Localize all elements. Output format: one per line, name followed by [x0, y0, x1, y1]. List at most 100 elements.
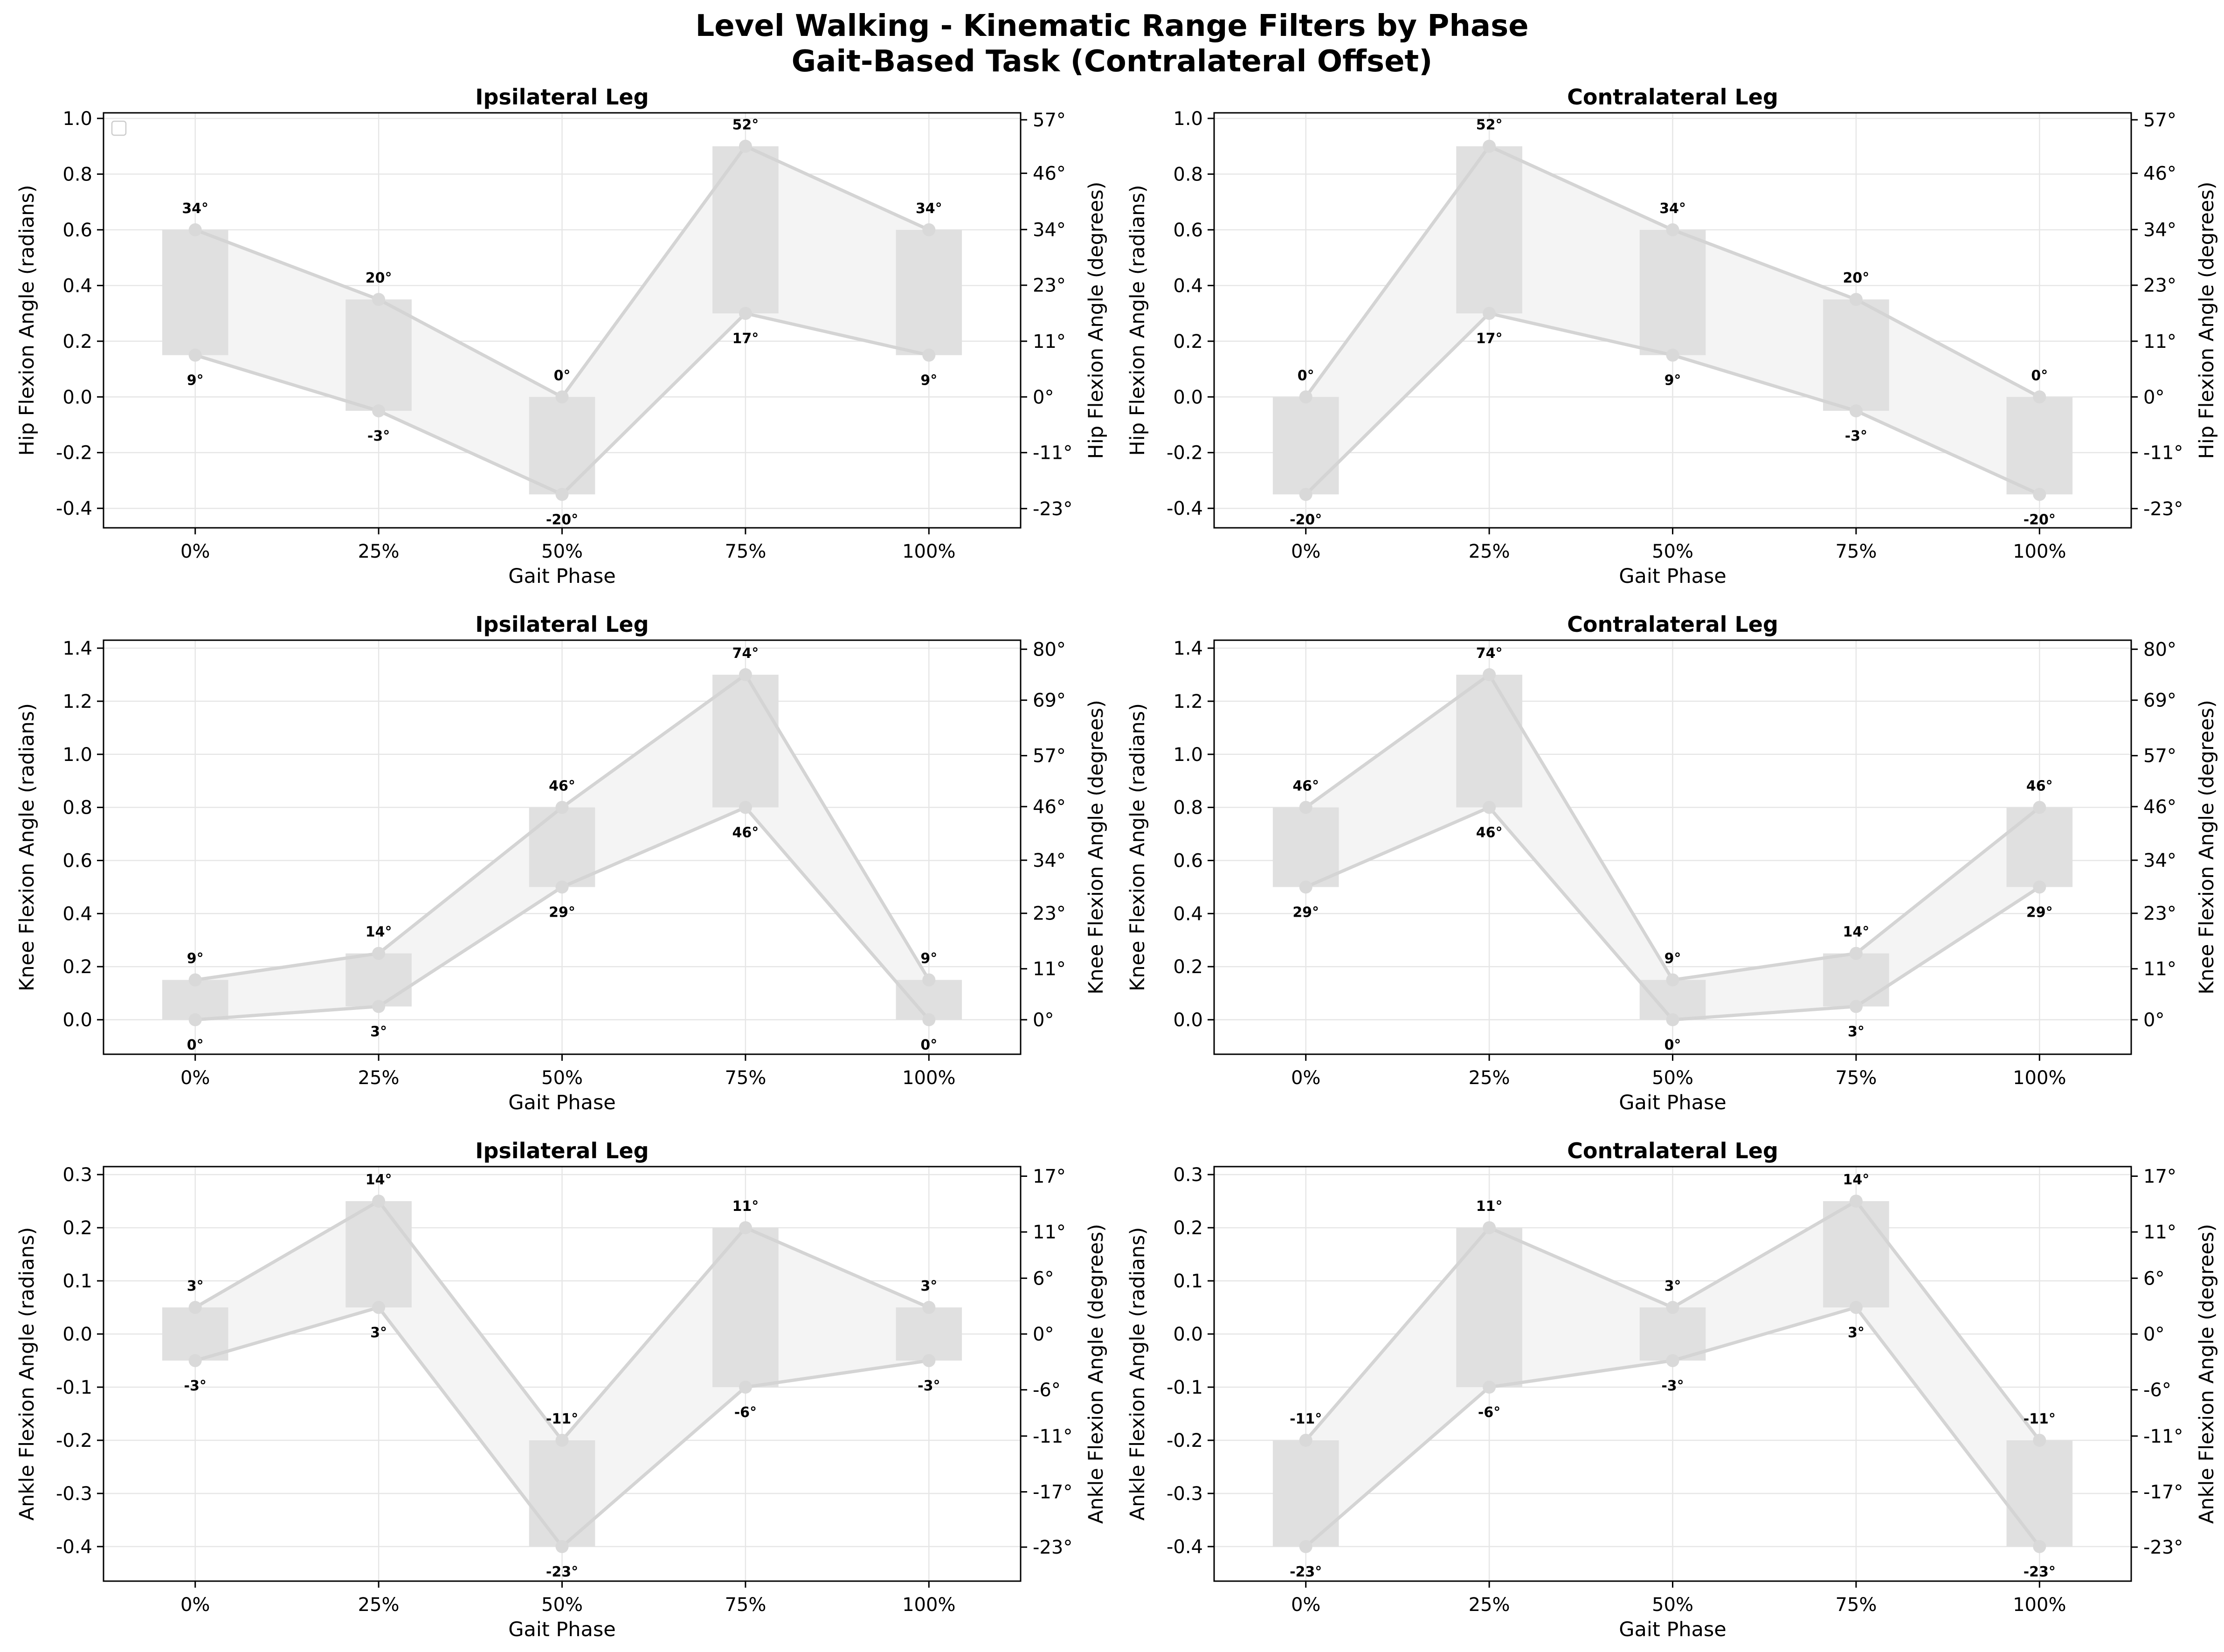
chart-panel: 34° 9° 20° -3° 0° -20° 52° 17° 34° 9° -0.4 -0.2 0.0 0…	[15, 84, 1108, 588]
range-bar	[345, 953, 412, 1007]
x-tick-label: 100%	[2013, 1067, 2066, 1089]
right-y-tick-label: 0°	[2143, 387, 2164, 408]
min-data-label: 0°	[187, 1037, 204, 1053]
y-tick-label: 0.2	[62, 956, 92, 978]
min-marker	[922, 348, 936, 362]
range-bar	[1823, 1201, 1889, 1308]
range-bar	[345, 1201, 412, 1308]
right-y-tick-label: 46°	[2143, 796, 2176, 818]
y-tick-label: 0.2	[1173, 1217, 1203, 1239]
y-tick-label: 0.1	[1173, 1271, 1203, 1292]
y-tick-label: 0.2	[1173, 956, 1203, 978]
max-data-label: 3°	[187, 1278, 204, 1294]
x-tick-label: 0%	[1291, 1067, 1320, 1089]
right-y-tick-label: 57°	[1033, 110, 1066, 131]
min-data-label: -20°	[546, 511, 578, 528]
x-tick-label: 100%	[902, 1594, 955, 1616]
max-data-label: 0°	[2031, 367, 2048, 384]
min-data-label: -3°	[1661, 1378, 1684, 1394]
right-y-tick-label: 80°	[2143, 639, 2176, 660]
range-bar	[1272, 807, 1339, 887]
range-bar	[162, 229, 228, 355]
min-data-label: 9°	[920, 373, 937, 389]
x-tick-label: 50%	[1652, 541, 1693, 562]
min-data-label: 46°	[1476, 825, 1503, 841]
right-y-axis-label: Hip Flexion Angle (degrees)	[1084, 182, 1108, 459]
right-y-tick-label: 34°	[2143, 850, 2176, 871]
min-marker	[2033, 1540, 2046, 1553]
chart-panel: -11° -23° 11° -6° 3° -3° 14° 3° -11° -23° -0.4 -0.3…	[1126, 1138, 2218, 1641]
right-y-tick-label: -23°	[2143, 1537, 2183, 1558]
right-y-tick-label: 46°	[2143, 163, 2176, 185]
range-bar	[896, 229, 962, 355]
range-bar	[529, 1440, 595, 1547]
x-tick-label: 100%	[2013, 541, 2066, 562]
max-data-label: 9°	[920, 951, 937, 967]
y-tick-label: 1.0	[1173, 108, 1203, 130]
min-marker	[1849, 1301, 1863, 1314]
x-tick-label: 75%	[725, 541, 766, 562]
y-tick-label: -0.2	[56, 442, 92, 464]
right-y-tick-label: 11°	[1033, 331, 1066, 353]
y-axis-label: Knee Flexion Angle (radians)	[15, 703, 39, 991]
range-bar	[1639, 229, 1706, 355]
range-bar	[2006, 1440, 2073, 1547]
right-y-tick-label: -17°	[1033, 1482, 1072, 1503]
y-tick-label: 0.0	[62, 387, 92, 408]
max-data-label: 20°	[1843, 270, 1870, 286]
y-tick-label: -0.4	[56, 1536, 92, 1558]
right-y-tick-label: 6°	[1033, 1268, 1054, 1289]
max-data-label: 46°	[549, 778, 575, 795]
min-marker	[1666, 348, 1679, 362]
y-tick-label: -0.4	[56, 498, 92, 519]
max-data-label: 9°	[1665, 951, 1681, 967]
right-y-tick-label: 11°	[2143, 331, 2176, 353]
min-data-label: 3°	[1848, 1024, 1865, 1040]
min-marker	[372, 404, 386, 418]
min-data-label: -3°	[184, 1378, 207, 1394]
panel-title: Contralateral Leg	[1567, 1138, 1778, 1163]
max-marker	[188, 223, 202, 236]
min-marker	[188, 1354, 202, 1368]
max-marker	[555, 801, 569, 814]
y-tick-label: 0.4	[1173, 903, 1203, 925]
right-y-tick-label: -23°	[1033, 1537, 1072, 1558]
min-marker	[1483, 307, 1496, 320]
y-tick-label: 0.8	[1173, 164, 1203, 185]
range-bar	[712, 1228, 779, 1387]
x-tick-label: 50%	[541, 1067, 583, 1089]
range-bar	[1272, 397, 1339, 495]
y-tick-label: 0.8	[1173, 797, 1203, 819]
min-data-label: 46°	[732, 825, 759, 841]
range-bar	[712, 146, 779, 314]
y-tick-label: 0.2	[62, 331, 92, 353]
min-data-label: 9°	[1665, 373, 1681, 389]
right-y-tick-label: 23°	[2143, 275, 2176, 297]
x-tick-label: 0%	[180, 1067, 210, 1089]
y-tick-label: 0.4	[1173, 275, 1203, 297]
min-marker	[2033, 880, 2046, 894]
range-bar	[529, 397, 595, 495]
figure-title-line2: Gait-Based Task (Contralateral Offset)	[792, 44, 1433, 79]
figure-title-line1: Level Walking - Kinematic Range Filters …	[695, 9, 1528, 43]
y-tick-label: 0.2	[1173, 331, 1203, 353]
right-y-tick-label: 46°	[1033, 163, 1066, 185]
right-y-tick-label: 0°	[1033, 1324, 1054, 1345]
chart-panel: 0° -20° 52° 17° 34° 9° 20° -3° 0° -20° -0.4 -0.2 0.0…	[1126, 84, 2218, 588]
min-marker	[1666, 1354, 1679, 1368]
max-marker	[1666, 1301, 1679, 1314]
right-y-tick-label: 0°	[2143, 1009, 2164, 1031]
y-tick-label: 1.0	[62, 108, 92, 130]
panel-title: Ipsilateral Leg	[475, 1138, 649, 1163]
chart-panel: 46° 29° 74° 46° 9° 0° 14° 3° 46° 29° 0.0 0.2 0.4 0.6 0…	[1126, 612, 2218, 1114]
legend-box	[111, 120, 127, 136]
min-marker	[1483, 1380, 1496, 1394]
y-tick-label: -0.4	[1167, 498, 1203, 519]
min-data-label: -20°	[2024, 511, 2056, 528]
min-marker	[739, 307, 752, 320]
x-tick-label: 100%	[902, 1067, 955, 1089]
y-tick-label: 0.6	[1173, 850, 1203, 871]
max-marker	[922, 223, 936, 236]
chart-panel: 9° 0° 14° 3° 46° 29° 74° 46° 9° 0° 0.0 0.2 0.4 0.6 0.8…	[15, 612, 1108, 1114]
